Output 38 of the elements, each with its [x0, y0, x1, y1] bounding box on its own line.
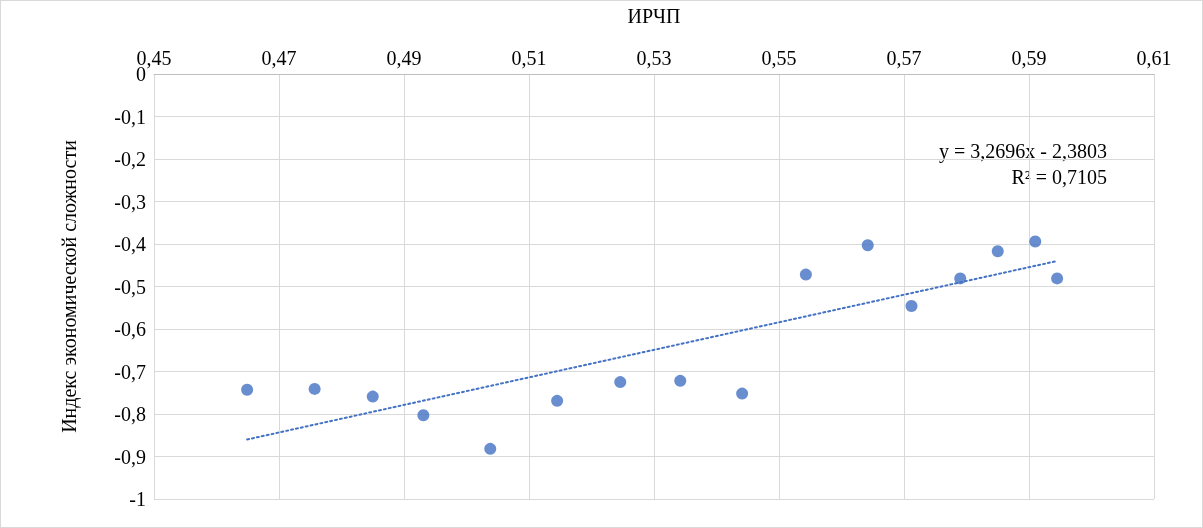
y-axis-title: Индекс экономической сложности [58, 139, 81, 433]
y-tick-label: -0,1 [114, 105, 146, 128]
point [799, 268, 812, 281]
point [1051, 272, 1064, 285]
x-tick-label: 0,51 [511, 47, 547, 69]
point [417, 409, 430, 422]
point [954, 272, 967, 285]
point [674, 374, 687, 387]
x-axis-title: ИРЧП [627, 5, 681, 27]
point [905, 300, 918, 313]
point [614, 376, 627, 389]
y-tick-label: -0,4 [114, 233, 146, 255]
point [1029, 235, 1042, 248]
x-tick-label: 0,47 [261, 47, 297, 69]
point [366, 390, 379, 403]
point [551, 394, 564, 407]
annotation: y = 3,2696x - 2,3803 [939, 140, 1108, 163]
x-tick-label: 0,45 [136, 47, 172, 69]
y-tick-label: -0,7 [114, 360, 146, 383]
y-tick-label: -0,5 [114, 275, 146, 298]
point [861, 239, 874, 252]
y-tick-label: -0,9 [114, 445, 146, 468]
x-tick-label: 0,59 [1011, 47, 1047, 69]
point [308, 382, 321, 395]
y-tick-label: -0,8 [114, 403, 146, 425]
x-tick-label: 0,53 [636, 47, 672, 69]
point [241, 383, 254, 396]
y-tick-label: -0,6 [114, 318, 146, 340]
point [736, 387, 749, 400]
y-tick-label: -0,3 [114, 190, 146, 213]
x-tick-label: 0,55 [761, 47, 797, 69]
point [991, 245, 1004, 258]
x-tick-label: 0,57 [886, 47, 922, 69]
x-tick-label: 0,61 [1136, 47, 1172, 69]
x-tick-label: 0,49 [386, 47, 422, 69]
y-tick-label: -1 [129, 488, 146, 510]
y-tick-label: -0,2 [114, 148, 146, 170]
point [484, 442, 497, 455]
